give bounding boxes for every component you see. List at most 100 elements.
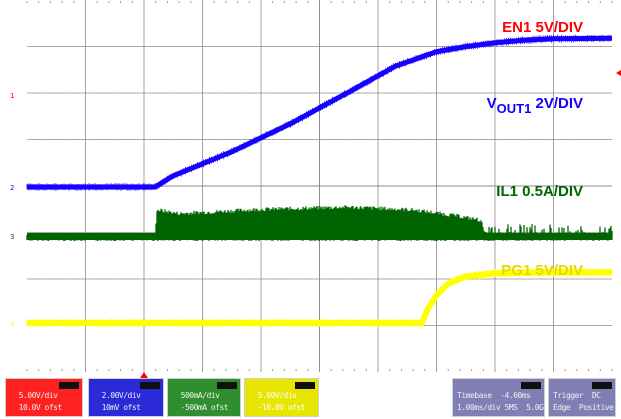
grid-tick (553, 1, 554, 3)
grid-dot (73, 46, 75, 47)
grid-dot (564, 278, 566, 280)
grid-dot (61, 46, 63, 47)
grid-dot (564, 325, 566, 326)
channel-2-marker: 2 (10, 184, 14, 192)
label-pg1: PG1 5V/DIV (501, 262, 583, 279)
grid-dot (541, 46, 543, 47)
grid-dot (354, 139, 356, 140)
grid-dot (295, 46, 297, 47)
grid-tick (61, 1, 63, 3)
grid-dot (400, 278, 402, 280)
grid-tick (108, 1, 110, 3)
grid-dot (237, 185, 239, 187)
timebase-scale: 1.00ms/div 5MS 5.0GS/s (457, 403, 544, 412)
grid-tick (49, 1, 51, 3)
grid-dot (330, 92, 332, 94)
trigger-level-icon (616, 70, 621, 76)
channel-4-marker: 4 (10, 320, 15, 328)
grid-tick (178, 1, 180, 3)
grid-dot (541, 278, 543, 280)
grid-dot (38, 92, 40, 94)
grid-tick (588, 369, 590, 371)
grid-dot (213, 278, 215, 280)
grid-tick (611, 1, 613, 3)
channel-2-readout[interactable]: 2.00V/div 10mV ofst (88, 378, 164, 417)
grid-tick (529, 369, 531, 371)
grid-dot (96, 46, 98, 47)
grid-dot (517, 185, 519, 187)
timebase-readout[interactable]: Timebase -4.60ms 1.00ms/div 5MS 5.0GS/s (452, 378, 545, 417)
grid-tick (330, 1, 332, 3)
grid-dot (342, 46, 344, 47)
grid-dot (166, 139, 168, 140)
grid-dot (482, 325, 484, 326)
grid-dot (599, 46, 601, 47)
grid-dot (541, 185, 543, 187)
grid-dot (190, 278, 192, 280)
grid-dot (541, 139, 543, 140)
grid-dot (295, 185, 297, 187)
grid-dot (365, 185, 367, 187)
grid-dot (283, 46, 285, 47)
channel-1-scale: 5.00V/div (10, 391, 58, 400)
grid-dot (529, 185, 531, 187)
grid-dot (38, 46, 40, 47)
grid-dot (482, 92, 484, 94)
grid-tick (494, 369, 496, 371)
grid-dot (389, 278, 391, 280)
grid-dot (248, 185, 250, 187)
grid-dot (120, 92, 122, 94)
grid-dot (120, 232, 122, 233)
grid-dot (307, 139, 309, 140)
grid-dot (178, 278, 180, 280)
grid-tick (506, 1, 508, 3)
channel-4-readout[interactable]: 5.00V/div -10.0V ofst (244, 378, 319, 417)
grid-dot (248, 92, 250, 94)
grid-dot (564, 232, 566, 233)
grid-dot (447, 92, 449, 94)
grid-tick (213, 1, 215, 3)
grid-dot (529, 139, 531, 140)
grid-dot (283, 139, 285, 140)
grid-dot (38, 232, 40, 233)
grid-dot (61, 278, 63, 280)
grid-dot (307, 46, 309, 47)
grid-dot (517, 325, 519, 326)
grid-dot (190, 92, 192, 94)
grid-dot (190, 185, 192, 187)
grid-dot (178, 92, 180, 94)
grid-dot (330, 46, 332, 47)
grid-tick (377, 369, 379, 371)
grid-tick (389, 369, 391, 371)
grid-dot (506, 278, 508, 280)
grid-dot (272, 92, 274, 94)
grid-tick (447, 1, 449, 3)
grid-dot (225, 139, 227, 140)
channel-2-scale: 2.00V/div (93, 391, 141, 400)
grid-dot (354, 46, 356, 47)
grid-tick (482, 369, 484, 371)
grid-dot (564, 185, 566, 187)
channel-3-readout[interactable]: 500mA/div -500mA ofst (167, 378, 241, 417)
grid-dot (237, 46, 239, 47)
grid-tick (225, 1, 227, 3)
grid-dot (213, 92, 215, 94)
grid-dot (225, 46, 227, 47)
grid-dot (400, 185, 402, 187)
grid-dot (564, 139, 566, 140)
grid-dot (459, 92, 461, 94)
trigger-readout[interactable]: Trigger DC Edge Positive (548, 378, 616, 417)
grid-dot (237, 139, 239, 140)
grid-tick (377, 1, 379, 3)
grid-dot (365, 139, 367, 140)
trigger-slope: Edge Positive (553, 403, 614, 412)
grid-tick (295, 369, 297, 371)
grid-dot (459, 139, 461, 140)
grid-dot (517, 232, 519, 233)
grid-dot (213, 46, 215, 47)
grid-dot (471, 325, 473, 326)
label-il1: IL1 0.5A/DIV (496, 183, 583, 200)
grid-tick (389, 1, 391, 3)
grid-tick (319, 1, 320, 3)
channel-1-readout[interactable]: 5.00V/div 10.0V ofst (5, 378, 83, 417)
